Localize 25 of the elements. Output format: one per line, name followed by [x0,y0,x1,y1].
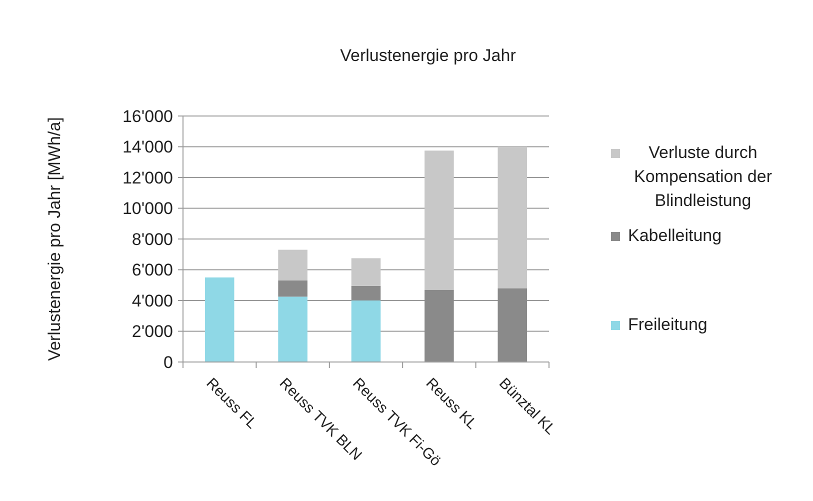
bar [278,296,308,362]
legend-label: Verluste durch Kompensation der Blindleistung [634,143,772,210]
y-tick-label: 12'000 [122,168,173,188]
bar [278,280,308,297]
chart-title: Verlustenergie pro Jahr [340,46,516,65]
bar [351,286,381,300]
y-tick-label: 6'000 [132,260,173,280]
y-tick-label: 10'000 [122,199,173,218]
legend-label: Kabelleitung [628,226,722,245]
y-tick-label: 16'000 [122,106,173,126]
bar [278,250,308,281]
y-tick-label: 8'000 [132,230,173,249]
y-axis-title: Verlustenergie pro Jahr [MWh/a] [45,117,64,361]
bar [498,146,528,288]
bar [424,150,454,290]
bar [424,290,454,362]
y-tick-label: 4'000 [132,291,173,310]
y-tick-label: 14'000 [122,138,173,157]
legend-label: Freileitung [628,315,708,334]
bar [351,258,381,286]
bar [498,288,528,362]
bar [204,277,234,362]
bar [351,300,381,362]
y-tick-label: 2'000 [132,322,173,342]
y-tick-label: 0 [164,352,173,372]
